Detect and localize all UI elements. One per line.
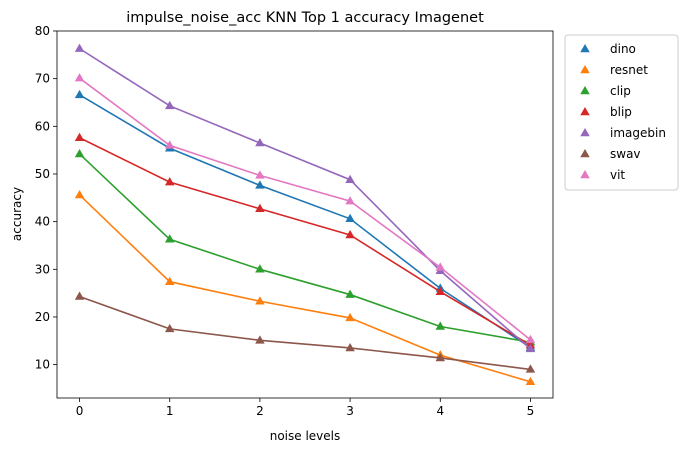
legend-label-resnet: resnet: [610, 63, 648, 77]
legend-item-clip: clip: [580, 84, 631, 98]
plot-frame: [56, 30, 554, 399]
data-point-swav: [255, 335, 265, 344]
data-point-resnet: [345, 312, 355, 322]
x-axis-label: noise levels: [270, 429, 341, 443]
series-line-dino: [79, 94, 531, 349]
series-swav: [74, 291, 536, 373]
data-point-clip: [74, 148, 85, 158]
x-tick-label: 5: [527, 404, 535, 418]
x-tick-label: 0: [76, 404, 84, 418]
data-point-vit: [74, 73, 85, 82]
data-point-clip: [345, 289, 355, 298]
x-tick-label: 1: [166, 404, 174, 418]
y-tick-label: 60: [35, 119, 50, 133]
y-tick-label: 40: [35, 215, 50, 229]
data-point-imagebin: [345, 174, 355, 183]
data-point-vit: [525, 334, 536, 344]
legend-label-imagebin: imagebin: [610, 126, 666, 140]
data-point-vit: [345, 196, 355, 205]
data-point-dino: [255, 180, 265, 189]
data-point-resnet: [255, 296, 265, 305]
legend-label-vit: vit: [610, 168, 625, 182]
series-dino: [74, 89, 536, 351]
legend-label-dino: dino: [610, 42, 636, 56]
data-point-swav: [435, 352, 446, 362]
data-point-vit: [435, 262, 446, 271]
legend: dino resnet clip blip imagebin swav vit: [564, 34, 679, 191]
y-tick-label: 10: [35, 358, 50, 372]
legend-item-dino: dino: [580, 42, 636, 56]
x-tick-label: 2: [256, 404, 264, 418]
data-point-vit: [255, 170, 265, 179]
series-line-clip: [78, 153, 531, 344]
series-blip: [74, 132, 536, 349]
data-point-swav: [345, 342, 355, 352]
data-point-resnet: [525, 376, 536, 386]
data-point-clip: [164, 234, 175, 243]
x-tick-label: 4: [436, 404, 444, 418]
legend-frame: [564, 34, 679, 191]
legend-marker-clip: [580, 86, 590, 95]
data-point-imagebin: [255, 138, 265, 147]
data-point-dino: [345, 213, 355, 223]
series-line-imagebin: [79, 47, 531, 350]
series-clip: [74, 148, 536, 346]
y-tick-label: 50: [35, 167, 50, 181]
legend-label-swav: swav: [610, 147, 641, 161]
data-point-blip: [435, 286, 446, 295]
data-point-swav: [74, 291, 85, 300]
legend-item-swav: swav: [580, 147, 641, 161]
data-point-vit: [164, 140, 175, 149]
chart-title: impulse_noise_acc KNN Top 1 accuracy Ima…: [126, 10, 484, 26]
data-point-resnet: [74, 189, 85, 199]
legend-marker-blip: [580, 107, 590, 116]
legend-item-vit: vit: [580, 168, 625, 182]
y-tick-label: 80: [35, 24, 50, 38]
data-point-swav: [164, 323, 175, 333]
data-point-resnet: [164, 276, 175, 285]
y-axis-label: accuracy: [10, 187, 24, 241]
y-tick-label: 30: [35, 262, 50, 276]
series-imagebin: [74, 43, 536, 353]
legend-item-imagebin: imagebin: [580, 126, 666, 140]
y-tick-label: 20: [35, 310, 50, 324]
data-point-blip: [164, 177, 175, 186]
data-point-dino: [74, 89, 85, 99]
series-line-blip: [79, 137, 531, 346]
data-point-blip: [345, 229, 355, 239]
legend-item-blip: blip: [580, 105, 632, 119]
legend-marker-vit: [580, 170, 590, 179]
legend-item-resnet: resnet: [580, 63, 648, 77]
data-point-blip: [74, 132, 85, 142]
data-point-imagebin: [525, 343, 536, 353]
legend-label-clip: clip: [610, 84, 631, 98]
data-point-blip: [255, 203, 265, 213]
y-tick-label: 70: [35, 72, 50, 86]
legend-marker-swav: [580, 149, 590, 158]
data-point-clip: [435, 321, 446, 330]
series-vit: [74, 73, 536, 344]
data-point-swav: [525, 364, 536, 373]
legend-label-blip: blip: [610, 105, 632, 119]
data-point-imagebin: [164, 100, 175, 110]
series-line-vit: [79, 77, 531, 341]
data-point-clip: [255, 264, 265, 273]
x-tick-label: 3: [346, 404, 354, 418]
legend-marker-dino: [580, 44, 590, 53]
data-point-imagebin: [74, 43, 85, 52]
series-line-swav: [79, 295, 531, 371]
legend-marker-imagebin: [580, 128, 590, 137]
legend-marker-resnet: [580, 65, 590, 74]
series-line-resnet: [78, 194, 531, 383]
